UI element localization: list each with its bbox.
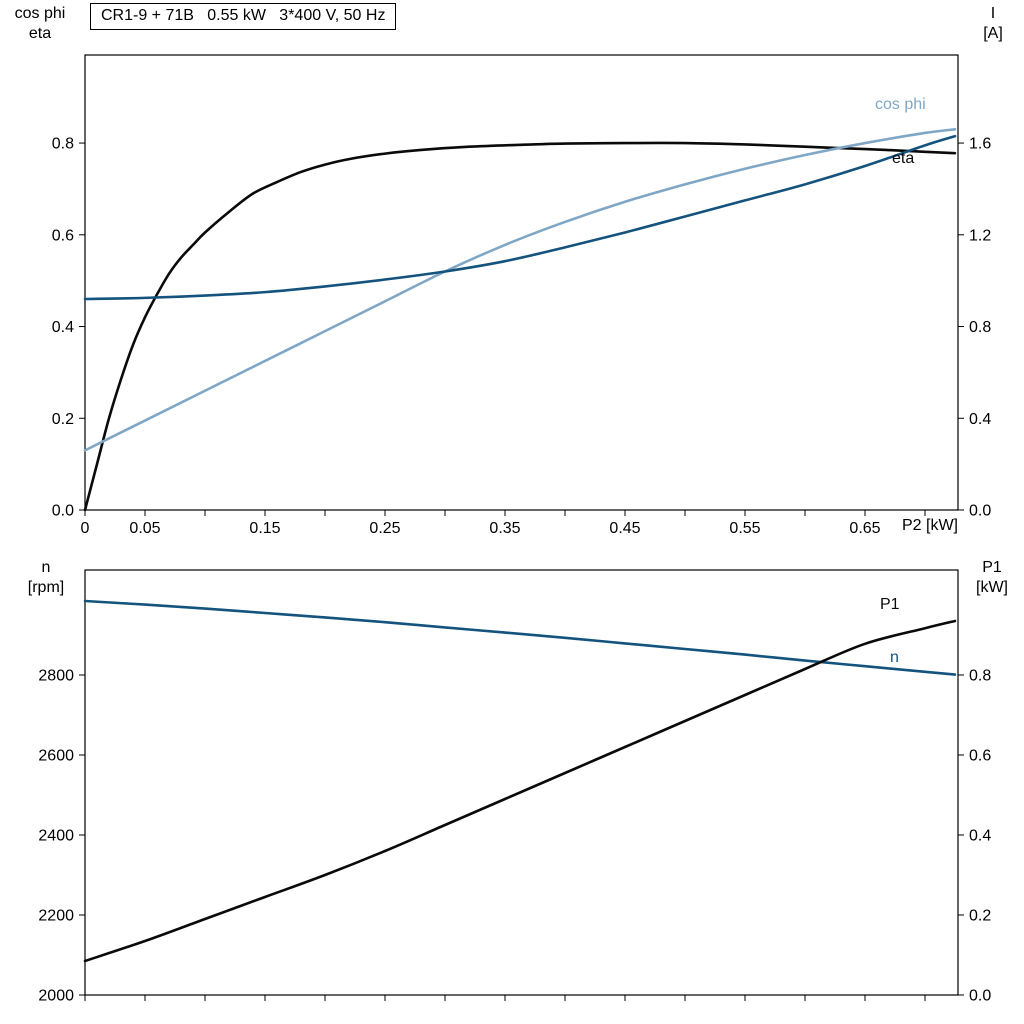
axis-title-cos-phi: cos phi bbox=[14, 5, 66, 22]
axis-title-eta: eta bbox=[28, 25, 52, 42]
y-tick-label: 0.2 bbox=[52, 411, 74, 428]
y-tick-label: 0.8 bbox=[969, 319, 991, 336]
eta-curve-label: eta bbox=[892, 150, 915, 167]
curve-eta bbox=[83, 141, 957, 512]
x-tick-label: 0 bbox=[81, 520, 90, 537]
x-axis-title-p2: P2 [kW] bbox=[901, 517, 958, 534]
axis-title-amps-unit: [A] bbox=[983, 25, 1003, 42]
chart-title-box: CR1-9 + 71B 0.55 kW 3*400 V, 50 Hz bbox=[90, 3, 397, 30]
y-tick-label: 2000 bbox=[38, 988, 74, 1005]
y-tick-label: 1.6 bbox=[969, 136, 991, 153]
x-tick-label: 0.45 bbox=[609, 520, 640, 537]
y-tick-label: 0.8 bbox=[969, 668, 991, 685]
n-curve-label: n bbox=[890, 649, 899, 666]
y-tick-label: 0.0 bbox=[969, 503, 991, 520]
chart-speed-power-bottom: 2000 2200 2400 2600 2800 0.0 0.2 0.4 0.6 0.8 bbox=[38, 569, 991, 1005]
y-tick-label: 2200 bbox=[38, 908, 74, 925]
x-tick-label: 0.55 bbox=[729, 520, 760, 537]
curve-n bbox=[83, 599, 957, 676]
x-tick-label: 0.35 bbox=[489, 520, 520, 537]
y-tick-label: 0.0 bbox=[52, 503, 74, 520]
top-right-axis-title: I [A] bbox=[968, 4, 1018, 44]
y-tick-label: 0.4 bbox=[969, 828, 991, 845]
curve-P1 bbox=[83, 619, 957, 963]
y-tick-label: 0.2 bbox=[969, 908, 991, 925]
y-tick-label: 2400 bbox=[38, 828, 74, 845]
axis-title-kw-unit: [kW] bbox=[976, 579, 1008, 596]
y-tick-label: 0.0 bbox=[969, 988, 991, 1005]
x-tick-label: 0.15 bbox=[249, 520, 280, 537]
chart-efficiency-top: 0 0.05 0.15 0.25 0.35 0.45 0.55 0.65 0.0 0.2 0.4 0.… bbox=[52, 54, 991, 537]
axis-title-n: n bbox=[41, 559, 51, 576]
curve-cos-phi bbox=[83, 128, 957, 452]
axis-title-current: I bbox=[990, 5, 996, 22]
y-tick-label: 0.4 bbox=[969, 411, 991, 428]
y-tick-label: 0.8 bbox=[52, 136, 74, 153]
plot-frame bbox=[84, 54, 959, 511]
cos-phi-curve-label: cos phi bbox=[875, 96, 926, 113]
y-tick-label: 1.2 bbox=[969, 227, 991, 244]
y-tick-label: 2800 bbox=[38, 668, 74, 685]
p1-curve-label: P1 bbox=[880, 596, 900, 613]
bottom-left-axis-title: n [rpm] bbox=[14, 558, 78, 598]
axis-title-p1: P1 bbox=[982, 559, 1002, 576]
y-tick-label: 0.6 bbox=[52, 227, 74, 244]
x-tick-label: 0.05 bbox=[129, 520, 160, 537]
y-tick-label: 0.6 bbox=[969, 748, 991, 765]
top-left-axis-title: cos phi eta bbox=[2, 4, 78, 44]
y-tick-label: 0.4 bbox=[52, 319, 74, 336]
bottom-right-axis-title: P1 [kW] bbox=[964, 558, 1020, 598]
curve-I bbox=[83, 134, 957, 301]
x-tick-label: 0.65 bbox=[849, 520, 880, 537]
y-tick-label: 2600 bbox=[38, 748, 74, 765]
plot-frame bbox=[84, 569, 959, 996]
x-tick-label: 0.25 bbox=[369, 520, 400, 537]
axis-title-rpm-unit: [rpm] bbox=[27, 579, 65, 596]
